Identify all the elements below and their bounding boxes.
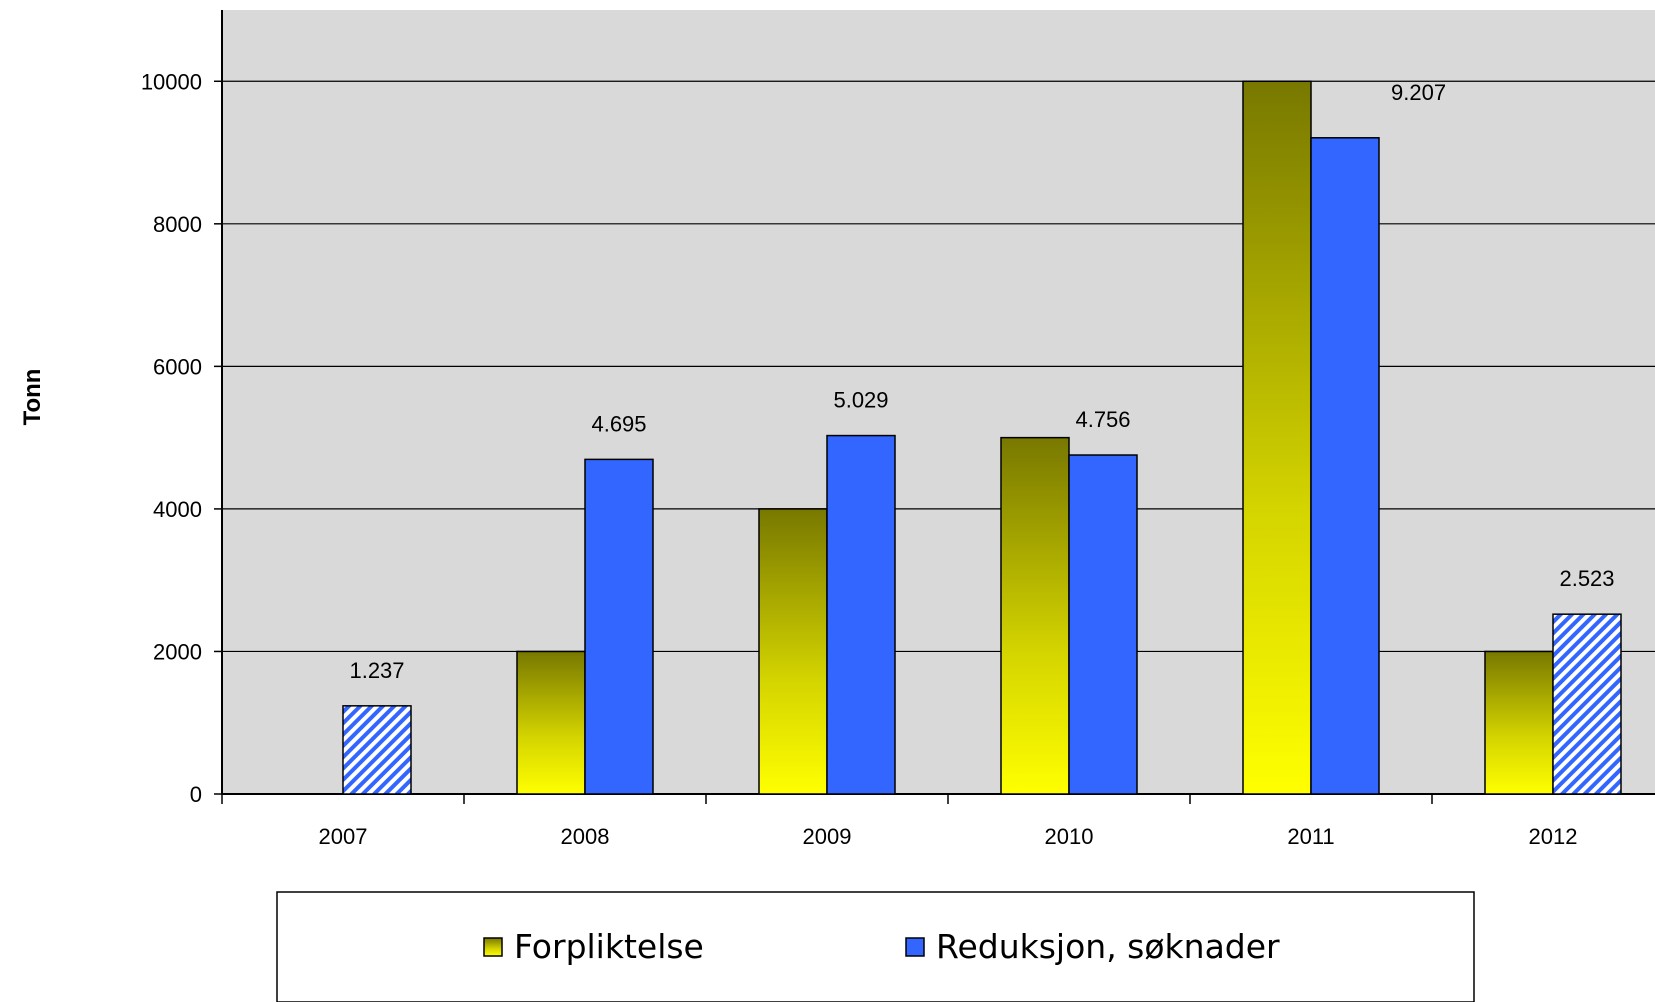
bar-forpliktelse: [1242, 80, 1312, 795]
gridlines: [222, 80, 1655, 653]
data-label-reduksjon: 9.207: [1391, 80, 1446, 105]
x-tick-label: 2011: [1287, 824, 1334, 849]
bar-reduksjon: [1310, 137, 1380, 795]
data-labels: 1.237 4.695 5.029 4.756 9.207 2.523: [349, 80, 1614, 683]
legend-swatch-forpliktelse: [483, 937, 503, 957]
bar-forpliktelse: [1000, 436, 1070, 795]
bar-reduksjon: [342, 705, 412, 795]
bar-forpliktelse: [516, 650, 586, 795]
x-tick-label: 2007: [319, 824, 368, 849]
bar-forpliktelse: [758, 508, 828, 795]
legend-label-reduksjon: Reduksjon, søknader: [936, 927, 1280, 966]
data-label-reduksjon: 4.756: [1075, 407, 1130, 432]
x-axis-ticks: 2007 2008 2009 2010 2011 2012: [221, 794, 1578, 849]
bar-reduksjon: [584, 458, 654, 795]
bar-reduksjon: [826, 434, 896, 795]
legend-swatch-reduksjon: [905, 937, 925, 957]
data-label-reduksjon: 1.237: [349, 658, 404, 683]
y-tick-label: 10000: [141, 69, 202, 94]
y-tick-label: 8000: [153, 212, 202, 237]
legend-label-forpliktelse: Forpliktelse: [514, 927, 704, 966]
x-tick-label: 2010: [1045, 824, 1094, 849]
legend: Forpliktelse Reduksjon, søknader: [276, 891, 1475, 1002]
data-label-reduksjon: 2.523: [1559, 566, 1614, 591]
y-axis-ticks: 0 2000 4000 6000 8000 10000: [141, 69, 222, 807]
x-tick-label: 2009: [803, 824, 852, 849]
y-tick-label: 2000: [153, 639, 202, 664]
x-tick-label: 2008: [561, 824, 610, 849]
y-tick-label: 0: [190, 782, 202, 807]
y-tick-label: 4000: [153, 497, 202, 522]
legend-box: [276, 891, 1475, 1002]
bar-forpliktelse: [1484, 650, 1554, 795]
data-label-reduksjon: 4.695: [591, 411, 646, 436]
plot-area: [222, 10, 1655, 794]
y-axis-title: Tonn: [19, 369, 46, 426]
y-tick-label: 6000: [153, 354, 202, 379]
data-label-reduksjon: 5.029: [833, 388, 888, 413]
bar-reduksjon: [1068, 454, 1138, 795]
bars: [342, 80, 1622, 795]
x-tick-label: 2012: [1529, 824, 1578, 849]
bar-reduksjon: [1552, 613, 1622, 795]
